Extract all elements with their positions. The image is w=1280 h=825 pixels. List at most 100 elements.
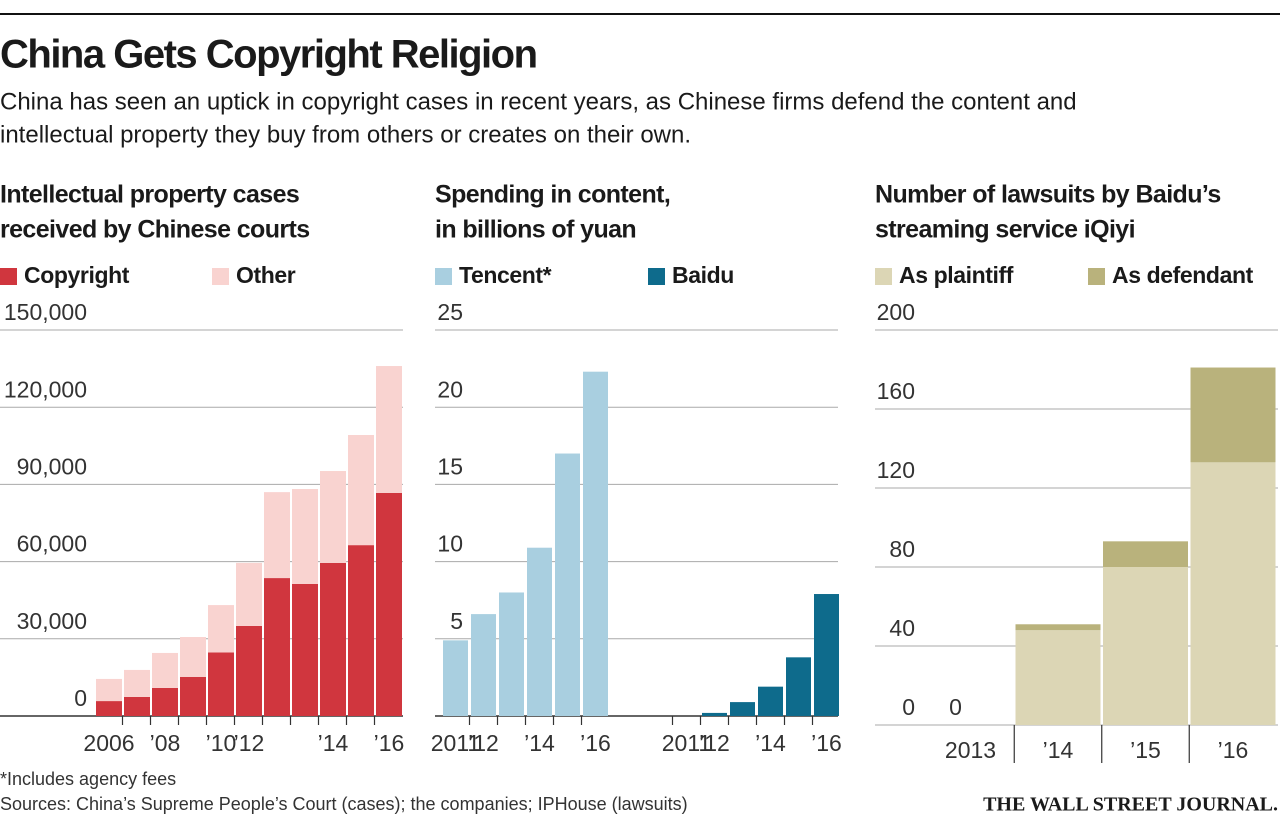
x-tick-label: 2011 [431, 730, 480, 756]
subtitle: intellectual property they buy from othe… [0, 121, 691, 148]
legend-label: Copyright [24, 262, 130, 288]
legend-label: Tencent* [459, 262, 552, 288]
subtitle: China has seen an uptick in copyright ca… [0, 88, 1077, 115]
bar [1103, 541, 1188, 567]
x-tick-label: ’14 [524, 730, 555, 756]
bar [152, 652, 178, 688]
bar [376, 366, 402, 493]
y-tick-label: 120 [877, 457, 915, 483]
bar [348, 434, 374, 546]
chart-title: streaming service iQiyi [875, 216, 1135, 244]
legend-swatch [1088, 268, 1105, 285]
y-tick-label: 10 [437, 531, 463, 557]
bar [348, 545, 374, 716]
bar [376, 492, 402, 716]
bar [208, 652, 234, 716]
y-tick-label: 150,000 [4, 299, 87, 325]
chart-title: Number of lawsuits by Baidu’s [875, 181, 1221, 209]
y-tick-label: 20 [437, 376, 463, 402]
bar [786, 657, 811, 716]
y-tick-label: 25 [437, 299, 463, 325]
brand: THE WALL STREET JOURNAL. [983, 794, 1278, 816]
bar [471, 614, 496, 716]
bar [264, 492, 290, 579]
bar [1015, 624, 1101, 631]
page-title: China Gets Copyright Religion [0, 33, 537, 77]
y-tick-label: 60,000 [17, 531, 87, 557]
x-tick-label: ’12 [468, 730, 499, 756]
chart-title: Spending in content, [435, 181, 670, 209]
bar [180, 636, 206, 677]
bar [1190, 367, 1276, 463]
y-tick-label: 90,000 [17, 453, 87, 479]
bar [527, 547, 552, 716]
chart-title: received by Chinese courts [0, 216, 310, 244]
bar [292, 583, 318, 716]
data-label: 0 [949, 694, 962, 720]
bar [96, 678, 122, 702]
bar [758, 686, 783, 716]
bar [236, 562, 262, 626]
legend-swatch [0, 268, 17, 285]
bar [499, 592, 524, 716]
bar [264, 578, 290, 716]
x-tick-label: ’16 [811, 730, 842, 756]
y-tick-label: 0 [74, 685, 87, 711]
bar [124, 669, 150, 697]
bar [124, 696, 150, 716]
chart-title: in billions of yuan [435, 216, 636, 244]
y-tick-label: 0 [902, 694, 915, 720]
x-tick-label: ’14 [755, 730, 786, 756]
legend-swatch [648, 268, 665, 285]
bar [1103, 567, 1188, 725]
bar [814, 594, 839, 716]
bar [1190, 462, 1276, 725]
bar [208, 605, 234, 653]
legend-label: As plaintiff [899, 262, 1014, 288]
x-tick-label: ’08 [150, 730, 181, 756]
legend-label: Other [236, 262, 296, 288]
x-tick-label: ’14 [1043, 737, 1074, 763]
x-tick-label: ’16 [374, 730, 405, 756]
legend-label: As defendant [1112, 262, 1254, 288]
bar [555, 453, 580, 716]
legend-swatch [212, 268, 229, 285]
x-tick-label: 2013 [945, 737, 996, 763]
x-tick-label: 2011 [662, 730, 711, 756]
bar [1015, 630, 1101, 725]
bar [236, 625, 262, 716]
x-tick-label: ’14 [318, 730, 349, 756]
x-tick-label: ’15 [1130, 737, 1161, 763]
legend-swatch [435, 268, 452, 285]
y-tick-label: 30,000 [17, 608, 87, 634]
x-tick-label: ’16 [580, 730, 611, 756]
bar [702, 712, 727, 716]
chart-title: Intellectual property cases [0, 181, 299, 209]
source: Sources: China’s Supreme People’s Court … [0, 794, 688, 814]
legend-label: Baidu [672, 262, 734, 288]
x-tick-label: ’12 [699, 730, 730, 756]
bar [180, 676, 206, 716]
x-tick-label: 2006 [83, 730, 134, 756]
bar [320, 562, 346, 716]
y-tick-label: 160 [877, 378, 915, 404]
bar [320, 471, 346, 563]
y-tick-label: 15 [437, 453, 463, 479]
bar [443, 640, 468, 716]
y-tick-label: 5 [450, 608, 463, 634]
y-tick-label: 40 [889, 615, 915, 641]
bar [583, 371, 608, 716]
bar [96, 701, 122, 716]
y-tick-label: 200 [877, 299, 915, 325]
x-tick-label: ’10 [206, 730, 237, 756]
y-tick-label: 80 [889, 536, 915, 562]
x-tick-label: ’12 [234, 730, 265, 756]
legend-swatch [875, 268, 892, 285]
bar [152, 687, 178, 716]
bar [292, 489, 318, 584]
x-tick-label: ’16 [1218, 737, 1249, 763]
bar [730, 702, 755, 716]
y-tick-label: 120,000 [4, 376, 87, 402]
footnote: *Includes agency fees [0, 769, 176, 789]
